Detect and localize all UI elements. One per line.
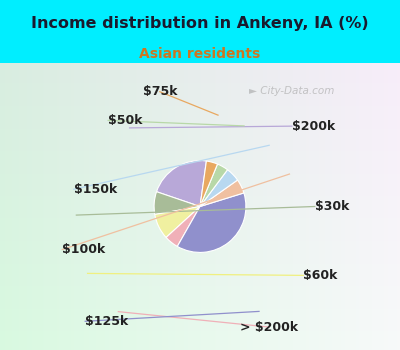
Text: $30k: $30k xyxy=(315,200,349,213)
Wedge shape xyxy=(154,192,200,215)
Text: $100k: $100k xyxy=(62,243,106,256)
Wedge shape xyxy=(177,193,246,252)
Wedge shape xyxy=(200,180,244,206)
Text: $150k: $150k xyxy=(74,183,117,196)
Text: ► City-Data.com: ► City-Data.com xyxy=(249,86,335,96)
Wedge shape xyxy=(155,206,200,237)
Text: $125k: $125k xyxy=(85,315,128,328)
Text: $60k: $60k xyxy=(303,269,338,282)
Wedge shape xyxy=(200,161,218,206)
Wedge shape xyxy=(200,164,228,206)
Text: Income distribution in Ankeny, IA (%): Income distribution in Ankeny, IA (%) xyxy=(31,16,369,31)
Wedge shape xyxy=(200,170,238,206)
Wedge shape xyxy=(156,161,206,206)
Text: $75k: $75k xyxy=(142,85,177,98)
Text: > $200k: > $200k xyxy=(240,321,298,334)
Wedge shape xyxy=(166,206,200,246)
Text: $50k: $50k xyxy=(108,114,143,127)
Text: Asian residents: Asian residents xyxy=(139,47,261,61)
Text: $200k: $200k xyxy=(292,120,335,133)
